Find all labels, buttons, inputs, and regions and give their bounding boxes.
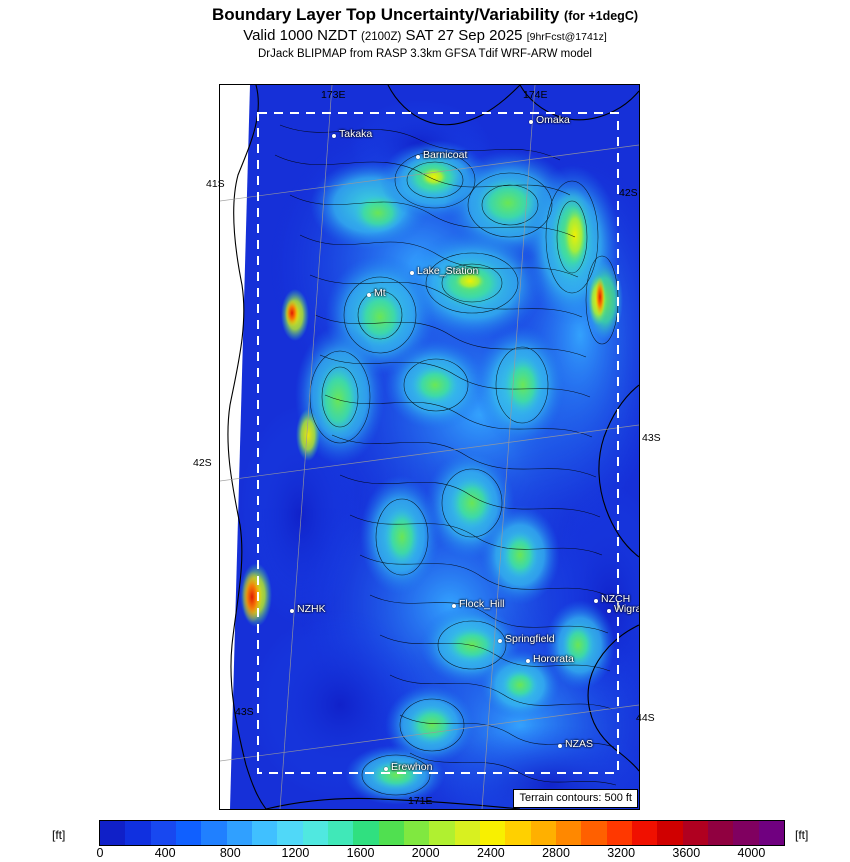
colorbar-tick: 2400 — [476, 846, 505, 860]
colorbar-tick: 800 — [219, 846, 241, 860]
forecast-hour: [9hrFcst@1741z] — [526, 31, 607, 43]
valid-time: Valid 1000 NZDT — [243, 27, 357, 44]
grid-label-42S: 42S — [193, 457, 212, 469]
colorbar-tick-labels: 0 400 800 1200 1600 2000 2400 2800 3200 3600 4000 — [0, 846, 850, 862]
colorbar-segment — [302, 821, 328, 845]
colorbar-segment — [505, 821, 531, 845]
colorbar-segment — [555, 821, 582, 845]
colorbar: [ft] [ft] 0 400 800 1200 1600 2000 2400 2800 320… — [0, 818, 850, 860]
colorbar-segment — [479, 821, 506, 845]
colorbar-tick: 2800 — [542, 846, 570, 860]
title-suffix: (for +1degC) — [564, 9, 639, 23]
map-frame[interactable]: 173E 174E 42S 43S 171E 172E Takaka Omaka… — [219, 84, 640, 810]
title-block: Boundary Layer Top Uncertainty/Variabili… — [0, 0, 850, 62]
colorbar-tick: 3200 — [607, 846, 636, 860]
colorbar-tick: 1200 — [281, 846, 310, 860]
colorbar-unit-left: [ft] — [52, 828, 66, 842]
station-label-flock-hill: Flock_Hill — [459, 598, 505, 610]
station-label-nzhk: NZHK — [297, 603, 326, 615]
station-dot-omaka — [529, 120, 533, 124]
colorbar-tick: 400 — [154, 846, 176, 860]
colorbar-segment — [125, 821, 151, 845]
colorbar-segment — [378, 821, 404, 845]
title-main: Boundary Layer Top Uncertainty/Variabili… — [211, 5, 560, 24]
colorbar-tick: 2000 — [411, 846, 440, 860]
colorbar-segment — [353, 821, 379, 845]
colorbar-segment — [277, 821, 303, 845]
colorbar-segment — [682, 821, 708, 845]
station-dot-takaka — [332, 134, 336, 138]
grid-label-171E: 171E — [408, 795, 433, 807]
colorbar-strip — [99, 820, 785, 846]
colorbar-unit-right: [ft] — [795, 828, 809, 842]
colorbar-segment — [403, 821, 430, 845]
station-label-omaka: Omaka — [536, 114, 570, 126]
colorbar-segment — [733, 821, 759, 845]
station-dot-springfield — [498, 639, 502, 643]
station-label-nzch: NZCH — [601, 593, 631, 605]
grid-label-41S: 41S — [206, 178, 225, 190]
station-dot-flock-hill — [452, 604, 456, 608]
colorbar-segment — [175, 821, 202, 845]
valid-date: SAT 27 Sep 2025 — [405, 27, 523, 44]
colorbar-segment — [251, 821, 278, 845]
colorbar-tick: 4000 — [737, 846, 766, 860]
map-canvas — [220, 85, 639, 809]
title-line-2: Valid 1000 NZDT (2100Z) SAT 27 Sep 2025 … — [0, 26, 850, 47]
valid-time-utc: (2100Z) — [361, 31, 402, 43]
station-dot-mt — [367, 293, 371, 297]
station-dot-wigram — [607, 609, 611, 613]
colorbar-segment — [150, 821, 176, 845]
colorbar-segment — [530, 821, 556, 845]
grid-label-42S-right: 42S — [619, 187, 638, 199]
colorbar-segment — [657, 821, 683, 845]
colorbar-tick: 1600 — [346, 846, 375, 860]
station-label-nzas: NZAS — [565, 738, 594, 750]
station-dot-erewhon — [384, 767, 388, 771]
grid-label-174E: 174E — [523, 89, 548, 101]
station-label-mt: Mt — [374, 287, 386, 299]
station-label-takaka: Takaka — [339, 128, 373, 140]
colorbar-segment — [707, 821, 734, 845]
station-dot-lake-station — [410, 271, 414, 275]
colorbar-tick: 3600 — [672, 846, 701, 860]
station-label-hororata: Hororata — [533, 653, 574, 665]
terrain-contour-note: Terrain contours: 500 ft — [513, 789, 638, 808]
station-label-wigram: Wigram — [614, 603, 639, 615]
colorbar-segment — [429, 821, 455, 845]
colorbar-segment — [327, 821, 354, 845]
colorbar-tick: 0 — [96, 846, 104, 860]
colorbar-segment — [454, 821, 480, 845]
colorbar-segment — [631, 821, 658, 845]
station-dot-barnicoat — [416, 155, 420, 159]
colorbar-segment — [100, 821, 126, 845]
station-label-lake-station: Lake_Station — [417, 265, 479, 277]
colorbar-segment — [581, 821, 607, 845]
station-label-erewhon: Erewhon — [391, 761, 433, 773]
title-line-1: Boundary Layer Top Uncertainty/Variabili… — [0, 5, 850, 26]
station-dot-nzch — [594, 599, 598, 603]
station-dot-nzas — [558, 744, 562, 748]
station-dot-nzhk — [290, 609, 294, 613]
title-line-3: DrJack BLIPMAP from RASP 3.3km GFSA Tdif… — [257, 48, 592, 60]
station-dot-hororata — [526, 659, 530, 663]
colorbar-segment — [758, 821, 784, 845]
grid-label-43S-left: 43S — [235, 706, 254, 718]
station-label-barnicoat: Barnicoat — [423, 149, 468, 161]
colorbar-segment — [606, 821, 632, 845]
colorbar-segment — [226, 821, 252, 845]
grid-label-173E: 173E — [321, 89, 346, 101]
grid-label-44S: 44S — [636, 712, 655, 724]
colorbar-segment — [201, 821, 227, 845]
grid-label-43S: 43S — [642, 432, 661, 444]
station-label-springfield: Springfield — [505, 633, 555, 645]
